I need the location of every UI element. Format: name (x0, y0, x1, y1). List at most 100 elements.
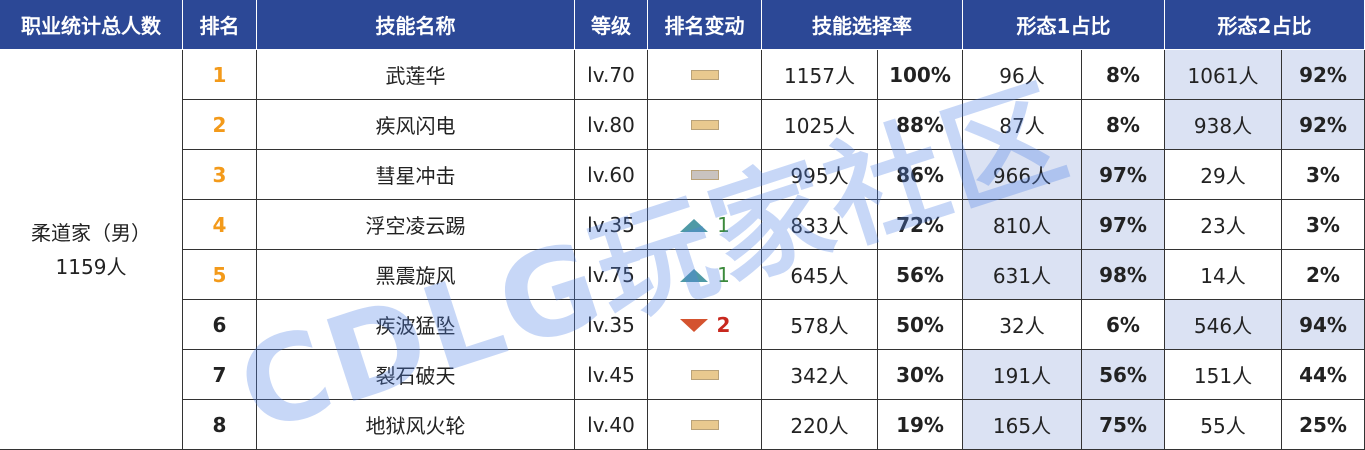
form2-count: 151人 (1165, 350, 1282, 400)
rank-change (648, 50, 762, 100)
form2-rate: 92% (1282, 100, 1365, 150)
up-arrow (680, 218, 709, 232)
form2-rate: 92% (1282, 50, 1365, 100)
form2-count: 55人 (1165, 400, 1282, 450)
form1-count: 165人 (963, 400, 1082, 450)
rank: 1 (183, 50, 257, 100)
form1-rate: 8% (1082, 100, 1165, 150)
form1-count: 191人 (963, 350, 1082, 400)
skill-name: 浮空凌云踢 (257, 200, 575, 250)
form2-count: 29人 (1165, 150, 1282, 200)
no-change-icon (690, 69, 719, 80)
header-cell: 技能选择率 (762, 0, 963, 50)
rank-change: 1 (648, 200, 762, 250)
form2-count: 14人 (1165, 250, 1282, 300)
up-arrow (680, 268, 709, 282)
class-cell: 柔道家（男） 1159人 (0, 50, 183, 450)
form1-rate: 56% (1082, 350, 1165, 400)
rank-change (648, 350, 762, 400)
skill-name: 武莲华 (257, 50, 575, 100)
form1-rate: 8% (1082, 50, 1165, 100)
no-change-icon (690, 419, 719, 430)
rank: 8 (183, 400, 257, 450)
level: lv.35 (575, 200, 648, 250)
level: lv.70 (575, 50, 648, 100)
skill-name: 黑震旋风 (257, 250, 575, 300)
change-label: 1 (717, 212, 730, 237)
rank-change (648, 100, 762, 150)
form1-rate: 97% (1082, 200, 1165, 250)
select-count: 1025人 (762, 100, 878, 150)
rank-change: 1 (648, 250, 762, 300)
select-rate: 86% (878, 150, 963, 200)
select-count: 833人 (762, 200, 878, 250)
no-change-icon (690, 369, 719, 380)
change-label: 1 (717, 262, 730, 287)
form1-rate: 75% (1082, 400, 1165, 450)
class-name: 柔道家（男） (31, 220, 151, 245)
form2-rate: 2% (1282, 250, 1365, 300)
header-cell: 形态1占比 (963, 0, 1165, 50)
form1-rate: 98% (1082, 250, 1165, 300)
skill-name: 彗星冲击 (257, 150, 575, 200)
header-cell: 职业统计总人数 (0, 0, 183, 50)
select-count: 645人 (762, 250, 878, 300)
select-rate: 50% (878, 300, 963, 350)
rank: 7 (183, 350, 257, 400)
rank-change: 2 (648, 300, 762, 350)
level: lv.60 (575, 150, 648, 200)
select-rate: 56% (878, 250, 963, 300)
header-cell: 技能名称 (257, 0, 575, 50)
form2-count: 938人 (1165, 100, 1282, 150)
rank-change (648, 400, 762, 450)
header-cell: 排名变动 (648, 0, 762, 50)
rank-change (648, 150, 762, 200)
form2-rate: 3% (1282, 200, 1365, 250)
no-change-icon (690, 169, 719, 180)
down-arrow (679, 318, 708, 332)
form2-rate: 3% (1282, 150, 1365, 200)
select-rate: 30% (878, 350, 963, 400)
change-label: 2 (716, 312, 731, 337)
select-count: 578人 (762, 300, 878, 350)
rank: 6 (183, 300, 257, 350)
form2-rate: 94% (1282, 300, 1365, 350)
rank: 2 (183, 100, 257, 150)
header-cell: 形态2占比 (1165, 0, 1365, 50)
level: lv.75 (575, 250, 648, 300)
no-change-icon (690, 119, 719, 130)
form1-count: 810人 (963, 200, 1082, 250)
form1-count: 631人 (963, 250, 1082, 300)
select-count: 995人 (762, 150, 878, 200)
skill-name: 疾风闪电 (257, 100, 575, 150)
form1-rate: 6% (1082, 300, 1165, 350)
header-cell: 排名 (183, 0, 257, 50)
rank: 3 (183, 150, 257, 200)
form1-count: 966人 (963, 150, 1082, 200)
select-count: 220人 (762, 400, 878, 450)
select-rate: 19% (878, 400, 963, 450)
level: lv.40 (575, 400, 648, 450)
header-cell: 等级 (575, 0, 648, 50)
form1-count: 32人 (963, 300, 1082, 350)
skill-name: 地狱风火轮 (257, 400, 575, 450)
select-rate: 100% (878, 50, 963, 100)
form2-count: 1061人 (1165, 50, 1282, 100)
level: lv.45 (575, 350, 648, 400)
level: lv.35 (575, 300, 648, 350)
level: lv.80 (575, 100, 648, 150)
select-rate: 88% (878, 100, 963, 150)
form2-rate: 25% (1282, 400, 1365, 450)
class-count: 1159人 (55, 254, 127, 279)
select-count: 342人 (762, 350, 878, 400)
form2-rate: 44% (1282, 350, 1365, 400)
rank: 5 (183, 250, 257, 300)
form1-count: 87人 (963, 100, 1082, 150)
form2-count: 23人 (1165, 200, 1282, 250)
form2-count: 546人 (1165, 300, 1282, 350)
form1-count: 96人 (963, 50, 1082, 100)
select-count: 1157人 (762, 50, 878, 100)
rank: 4 (183, 200, 257, 250)
skill-name: 裂石破天 (257, 350, 575, 400)
